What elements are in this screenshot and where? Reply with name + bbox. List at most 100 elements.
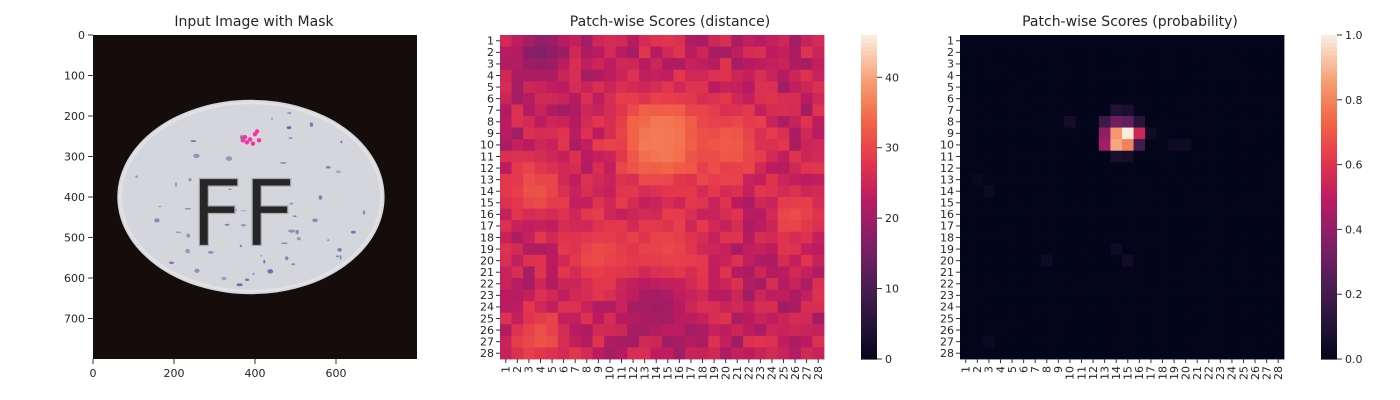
- heatmap-cell: [1168, 58, 1181, 71]
- heatmap-cell: [638, 127, 651, 140]
- heatmap-cell: [1226, 254, 1239, 267]
- x-tick-label: 14: [1110, 366, 1123, 380]
- heatmap-cell: [673, 46, 686, 59]
- heatmap-cell: [500, 347, 512, 360]
- heatmap-cell: [581, 208, 593, 221]
- heatmap-cell: [1145, 162, 1158, 175]
- heatmap-cell: [719, 324, 732, 337]
- heatmap-cell: [1122, 231, 1134, 244]
- pill-shape: [117, 99, 385, 295]
- heatmap-cell: [557, 301, 570, 314]
- heatmap-cell: [673, 173, 686, 186]
- heatmap-cell: [1029, 266, 1042, 279]
- heatmap-cell: [1214, 162, 1227, 175]
- heatmap-cell: [1168, 173, 1181, 186]
- heatmap-cell: [523, 197, 536, 209]
- heatmap-cell: [1098, 162, 1111, 175]
- heatmap-cell: [971, 197, 984, 209]
- y-tick-label: 16: [940, 208, 954, 221]
- colorbar-segment: [1321, 103, 1337, 109]
- heatmap-cell: [638, 58, 651, 71]
- x-tick-label: 12: [627, 366, 640, 380]
- heatmap-cell: [650, 197, 663, 209]
- heatmap-cell: [627, 335, 640, 348]
- heatmap-cell: [983, 104, 996, 117]
- heatmap-cell: [662, 335, 674, 348]
- heatmap-cell: [650, 220, 663, 233]
- heatmap-cell: [696, 301, 709, 314]
- heatmap-cell: [500, 58, 512, 71]
- heatmap-cell: [800, 162, 813, 175]
- heatmap-cell: [800, 81, 813, 94]
- heatmap-cell: [800, 139, 813, 152]
- heatmap-cell: [1214, 69, 1227, 82]
- colorbar-segment: [861, 120, 877, 125]
- colorbar-segment: [1321, 51, 1337, 56]
- heatmap-cell: [673, 254, 686, 267]
- heatmap-cell: [1122, 266, 1134, 279]
- heatmap-cell: [960, 220, 972, 233]
- heatmap-cell: [1191, 220, 1204, 233]
- heatmap-cell: [673, 278, 686, 290]
- heatmap-cell: [546, 324, 559, 337]
- heatmap-cell: [994, 301, 1007, 314]
- heatmap-cell: [523, 289, 536, 302]
- heatmap-cell: [1272, 69, 1285, 82]
- heatmap-cell: [615, 81, 628, 94]
- heatmap-cell: [743, 162, 755, 175]
- heatmap-cell: [534, 150, 547, 163]
- colorbar-segment: [861, 91, 877, 97]
- heatmap-cell: [1133, 35, 1146, 47]
- heatmap-cell: [789, 116, 802, 128]
- heatmap-cell: [971, 266, 984, 279]
- pill-speck: [286, 126, 292, 130]
- heatmap-cell: [685, 139, 698, 152]
- heatmap-cell: [696, 243, 709, 256]
- heatmap-cell: [1237, 324, 1250, 337]
- heatmap-cell: [1226, 185, 1239, 198]
- heatmap-cell: [673, 162, 686, 175]
- heatmap-cell: [1052, 312, 1065, 325]
- colorbar-segment: [1321, 201, 1337, 206]
- heatmap-cell: [511, 254, 524, 267]
- x-tick-label: 19: [1168, 366, 1181, 380]
- heatmap-cell: [1041, 278, 1053, 290]
- heatmap-cell: [1145, 335, 1158, 348]
- heatmap-cell: [569, 324, 582, 337]
- heatmap-cell: [766, 35, 779, 47]
- y-tick-label: 300: [64, 151, 85, 164]
- heatmap-cell: [592, 127, 605, 140]
- heatmap-cell: [673, 127, 686, 140]
- heatmap-cell: [1214, 266, 1227, 279]
- heatmap-cell: [800, 58, 813, 71]
- heatmap-cell: [1087, 231, 1100, 244]
- colorbar-segment: [1321, 338, 1337, 344]
- heatmap-cell: [766, 116, 779, 128]
- heatmap-cell: [766, 58, 779, 71]
- y-tick-label: 14: [940, 185, 954, 198]
- heatmap-cell: [557, 220, 570, 233]
- heatmap-cell: [800, 185, 813, 198]
- heatmap-cell: [800, 347, 813, 360]
- heatmap-cell: [627, 254, 640, 267]
- heatmap-cell: [638, 35, 651, 47]
- pill-speck: [194, 268, 200, 273]
- y-tick-label: 700: [64, 313, 85, 326]
- heatmap-cell: [789, 35, 802, 47]
- heatmap-cell: [754, 335, 767, 348]
- heatmap-cell: [1122, 347, 1134, 360]
- heatmap-cell: [1098, 173, 1111, 186]
- pill-speck: [190, 140, 197, 143]
- heatmap-cell: [511, 278, 524, 290]
- heatmap-cell: [1260, 116, 1273, 128]
- heatmap-cell: [511, 104, 524, 117]
- heatmap-cell: [983, 347, 996, 360]
- heatmap-cell: [511, 312, 524, 325]
- heatmap-cell: [1203, 127, 1215, 140]
- colorbar-segment: [1321, 197, 1337, 202]
- probability-heatmap-axes: 1122334455667788991010111112121313141415…: [940, 35, 1285, 380]
- colorbar-segment: [861, 176, 877, 182]
- heatmap-cell: [971, 220, 984, 233]
- heatmap-cell: [638, 266, 651, 279]
- heatmap-cell: [534, 35, 547, 47]
